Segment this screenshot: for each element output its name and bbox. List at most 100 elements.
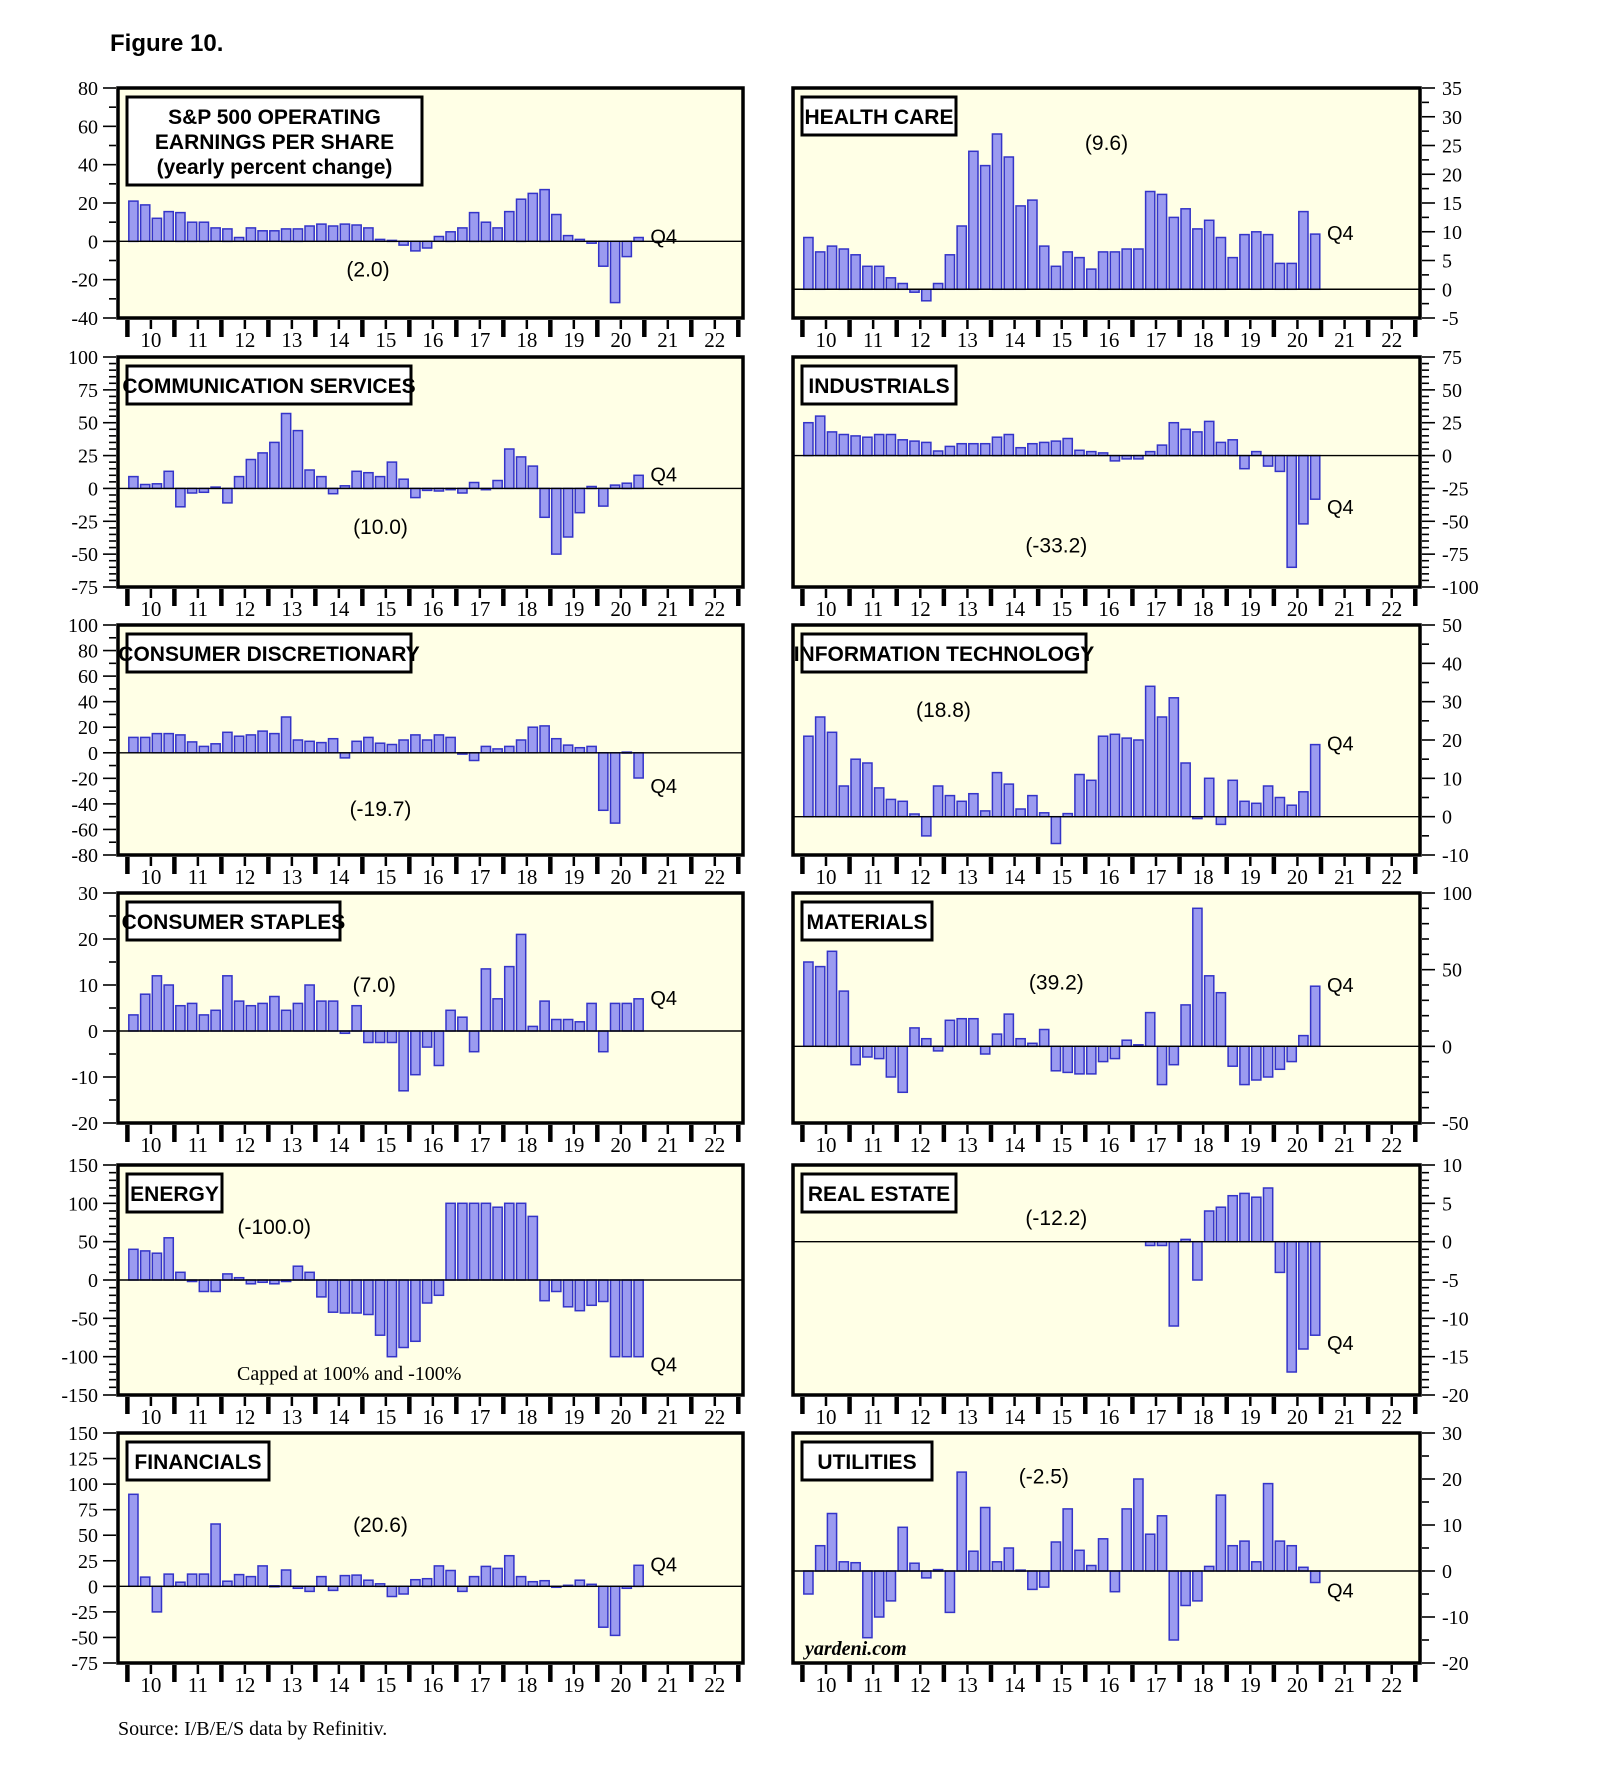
x-tick-label: 11 xyxy=(863,597,883,621)
title-box-materials xyxy=(800,900,934,942)
y-tick-label: -20 xyxy=(1442,1385,1469,1407)
x-tick-label: 22 xyxy=(704,1405,725,1429)
bar-industrials-2015Q3 xyxy=(1062,437,1074,457)
bar-utilities-2016Q1 xyxy=(1085,1564,1097,1572)
x-tick-label: 11 xyxy=(863,328,883,352)
y-tick-label: 0 xyxy=(88,1576,98,1598)
x-tick-label: 14 xyxy=(328,865,350,889)
bar-consumer-discretionary-2013Q4 xyxy=(304,740,315,754)
bar-materials-2018Q1 xyxy=(1180,1004,1191,1048)
bar-health-care-2011Q3 xyxy=(873,265,885,291)
bar-sp500-2017Q3 xyxy=(480,221,492,243)
bar-industrials-2018Q2 xyxy=(1192,431,1203,457)
bar-consumer-discretionary-2020Q4 xyxy=(633,752,644,779)
bar-financials-2011Q2 xyxy=(186,1573,198,1588)
panel-border-utilities xyxy=(791,1431,1422,1665)
bar-health-care-2014Q4 xyxy=(1027,199,1038,290)
bar-communication-services-2017Q2 xyxy=(468,481,480,490)
bar-consumer-discretionary-2011Q3 xyxy=(198,745,210,754)
bar-real-estate-2019Q1 xyxy=(1227,1194,1239,1243)
bar-sp500-2015Q1 xyxy=(363,227,374,243)
y-tick-label: 0 xyxy=(1442,446,1452,468)
bar-materials-2015Q1 xyxy=(1038,1028,1050,1048)
bar-consumer-discretionary-2014Q1 xyxy=(316,741,327,754)
x-tick-label: 19 xyxy=(563,1133,584,1157)
bar-health-care-2017Q4 xyxy=(1168,216,1180,291)
bar-consumer-discretionary-2010Q4 xyxy=(163,732,175,754)
y-tick-label: 10 xyxy=(1442,1155,1462,1177)
bar-consumer-discretionary-2018Q3 xyxy=(527,726,539,754)
bar-consumer-discretionary-2010Q1 xyxy=(128,736,139,754)
bar-utilities-2020Q1 xyxy=(1274,1540,1286,1572)
q4-label-energy: Q4 xyxy=(650,1355,677,1377)
bar-industrials-2011Q1 xyxy=(850,435,861,457)
y-tick-label: 75 xyxy=(78,380,98,402)
panel-border-consumer-staples xyxy=(116,891,745,1125)
x-tick-label: 13 xyxy=(957,1405,978,1429)
bar-information-technology-2013Q2 xyxy=(956,800,968,818)
bar-utilities-2010Q2 xyxy=(814,1544,826,1572)
q4-label-real-estate: Q4 xyxy=(1327,1333,1354,1355)
y-tick-label: -50 xyxy=(71,1308,98,1330)
y-tick-label: -5 xyxy=(1442,1270,1459,1292)
x-tick-label: 13 xyxy=(281,597,302,621)
bar-industrials-2020Q3 xyxy=(1298,454,1309,525)
bar-consumer-staples-2020Q2 xyxy=(609,1002,621,1032)
bar-health-care-2013Q1 xyxy=(944,254,956,291)
bar-materials-2014Q2 xyxy=(1003,1013,1015,1048)
x-tick-label: 16 xyxy=(1098,328,1119,352)
bar-consumer-staples-2012Q4 xyxy=(257,1002,268,1032)
bar-consumer-staples-2019Q1 xyxy=(550,1018,562,1032)
x-tick-label: 10 xyxy=(816,1673,837,1697)
bar-information-technology-2020Q4 xyxy=(1309,743,1321,818)
bar-energy-2020Q3 xyxy=(621,1279,633,1358)
bar-communication-services-2015Q1 xyxy=(363,471,374,490)
bar-health-care-2017Q2 xyxy=(1144,190,1156,291)
chart-title-consumer-discretionary: CONSUMER DISCRETIONARY xyxy=(118,643,419,666)
x-tick-label: 12 xyxy=(910,328,931,352)
bar-communication-services-2012Q3 xyxy=(245,458,257,490)
bar-information-technology-2015Q4 xyxy=(1074,773,1085,818)
bar-materials-2015Q2 xyxy=(1050,1045,1062,1072)
x-tick-label: 15 xyxy=(375,865,396,889)
bar-consumer-staples-2020Q3 xyxy=(621,1002,633,1032)
bar-consumer-staples-2013Q3 xyxy=(292,1002,304,1032)
bar-materials-2010Q1 xyxy=(803,961,814,1048)
y-tick-label: 0 xyxy=(1442,1561,1452,1583)
x-tick-label: 15 xyxy=(375,1133,396,1157)
panel-border-energy xyxy=(116,1163,745,1397)
note-energy: Capped at 100% and -100% xyxy=(237,1363,461,1385)
y-tick-label: 50 xyxy=(78,1232,98,1254)
bar-health-care-2015Q2 xyxy=(1050,265,1062,291)
x-tick-label: 16 xyxy=(422,1405,443,1429)
bar-consumer-discretionary-2015Q4 xyxy=(398,739,409,754)
bar-consumer-staples-2010Q1 xyxy=(128,1014,139,1032)
x-tick-label: 14 xyxy=(328,1133,350,1157)
bar-consumer-staples-2017Q1 xyxy=(457,1016,468,1032)
bar-health-care-2019Q1 xyxy=(1227,256,1239,290)
y-tick-label: 150 xyxy=(68,1423,98,1445)
bar-industrials-2015Q4 xyxy=(1074,449,1085,457)
x-tick-label: 22 xyxy=(704,1673,725,1697)
bar-real-estate-2020Q2 xyxy=(1286,1240,1298,1373)
x-tick-label: 14 xyxy=(1004,597,1026,621)
bar-utilities-2011Q4 xyxy=(885,1570,897,1602)
bar-sp500-2016Q1 xyxy=(410,240,421,252)
x-tick-label: 17 xyxy=(1146,1673,1167,1697)
bar-materials-2019Q1 xyxy=(1227,1045,1239,1067)
bar-consumer-discretionary-2014Q3 xyxy=(339,752,351,759)
bar-utilities-2010Q1 xyxy=(803,1570,814,1595)
bar-consumer-staples-2018Q2 xyxy=(515,933,527,1032)
bar-financials-2015Q3 xyxy=(386,1585,398,1598)
x-tick-label: 11 xyxy=(188,1405,208,1429)
x-tick-label: 14 xyxy=(1004,328,1026,352)
bar-consumer-discretionary-2013Q3 xyxy=(292,739,304,754)
bar-financials-2020Q4 xyxy=(633,1564,644,1588)
bar-energy-2017Q3 xyxy=(480,1202,492,1281)
x-tick-label: 17 xyxy=(1146,1133,1167,1157)
bar-energy-2018Q3 xyxy=(527,1215,539,1281)
y-tick-label: -75 xyxy=(71,577,98,599)
bar-utilities-2018Q2 xyxy=(1192,1570,1203,1602)
bar-sp500-2011Q4 xyxy=(210,227,221,243)
bar-real-estate-2019Q3 xyxy=(1250,1196,1262,1243)
